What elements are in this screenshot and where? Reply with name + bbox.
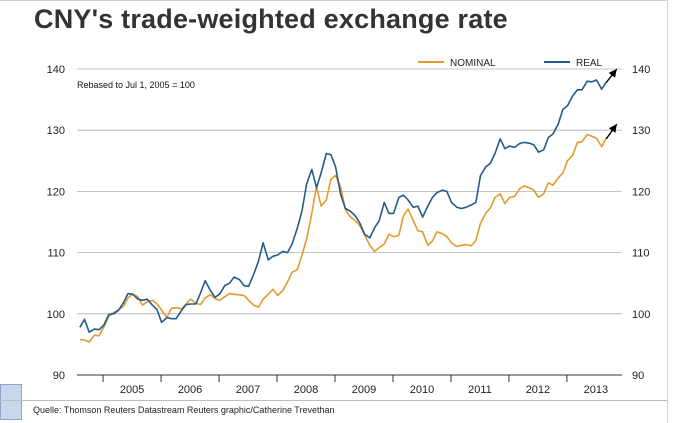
x-axis: 2005 2006 2007 2008 2009 2010 2011 2012 2013	[102, 375, 608, 396]
y-tick-label-right: 100	[632, 309, 650, 321]
y-axis-left: 90 100 110 120 130 140	[47, 64, 65, 382]
title-rule	[0, 0, 667, 1]
series-line-real	[79, 79, 607, 333]
y-tick-label-left: 100	[47, 309, 65, 321]
y-axis-right: 90 100 110 120 130 140	[632, 64, 650, 382]
y-tick-label-right: 110	[632, 248, 650, 260]
footer-rule	[0, 400, 667, 401]
y-tick-label-left: 120	[47, 186, 65, 198]
gridlines	[77, 68, 622, 376]
chart-title: CNY's trade-weighted exchange rate	[34, 4, 508, 34]
x-tick-label: 2008	[294, 384, 318, 396]
arrow-annotations	[605, 68, 618, 140]
chart-subtitle: Rebased to Jul 1, 2005 = 100	[77, 80, 195, 90]
y-tick-label-right: 140	[632, 64, 650, 76]
legend-label-nominal: NOMINAL	[450, 58, 496, 69]
x-tick-label: 2010	[410, 384, 434, 396]
y-tick-label-right: 120	[632, 186, 650, 198]
y-tick-label-left: 130	[47, 125, 65, 137]
footer-box	[0, 384, 22, 420]
right-rule	[667, 0, 668, 423]
arrow-head	[608, 69, 617, 78]
x-tick-label: 2013	[584, 384, 608, 396]
arrow-head	[608, 124, 617, 133]
x-tick-label: 2009	[352, 384, 376, 396]
x-tick-label: 2005	[120, 384, 144, 396]
y-tick-label-left: 140	[47, 64, 65, 76]
y-tick-label-right: 90	[632, 370, 644, 382]
legend-label-real: REAL	[576, 58, 603, 69]
x-tick-label: 2006	[178, 384, 202, 396]
y-tick-label-left: 110	[47, 248, 65, 260]
series-line-nominal	[79, 133, 608, 343]
x-tick-label: 2012	[526, 384, 550, 396]
y-tick-label-left: 90	[53, 370, 65, 382]
legend: NOMINAL REAL	[418, 58, 603, 69]
source-note: Quelle: Thomson Reuters Datastream Reute…	[33, 405, 335, 415]
series-group	[79, 79, 608, 343]
y-tick-label-right: 130	[632, 125, 650, 137]
x-tick-label: 2011	[468, 384, 492, 396]
x-tick-label: 2007	[236, 384, 260, 396]
